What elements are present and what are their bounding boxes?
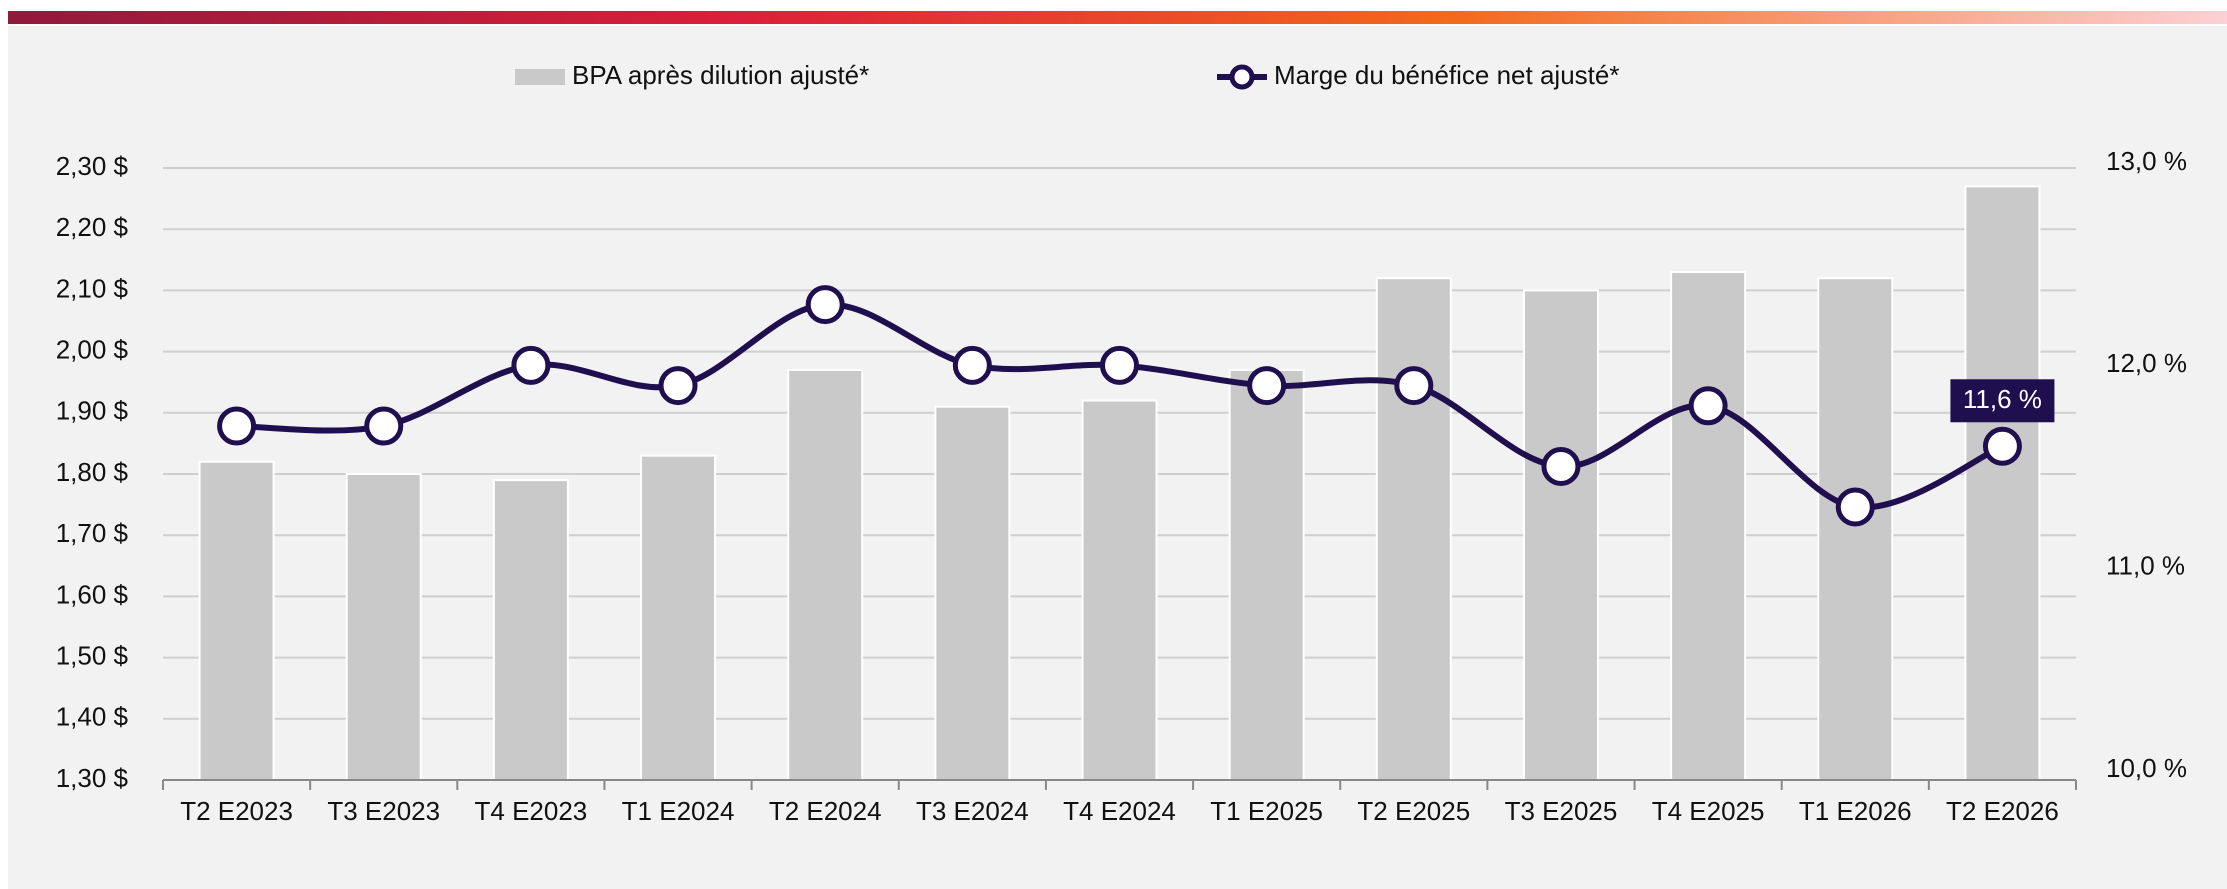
data-label-box [1950,379,2055,423]
x-tick-label: T1 E2026 [1799,796,1912,826]
x-tick-label: T3 E2023 [327,796,440,826]
y-tick-label: 1,80 $ [56,457,129,487]
y-tick-label: 2,00 $ [56,334,129,364]
line-marker [1100,345,1139,385]
bar [934,405,1011,781]
y-tick-label: 1,50 $ [56,640,129,670]
top-bar [8,11,2227,24]
line-marker [217,406,257,446]
y2-tick-label: 10,0 % [2106,753,2187,783]
bar [1522,289,1599,781]
line-marker [1541,447,1581,486]
x-tick-label: T4 E2023 [475,796,588,826]
legend-swatch [515,69,565,85]
line-marker [1982,426,2022,466]
x-tick-label: T4 E2025 [1652,796,1765,826]
legend-swatch [1229,64,1255,90]
data-label: 11,6 % [1963,384,2042,414]
line-marker [1835,487,1875,527]
bar [1375,277,1452,781]
legend-label: Marge du bénéfice net ajusté* [1274,60,1619,90]
line-marker [658,366,698,406]
y2-tick-label: 12,0 % [2106,348,2187,378]
bar [345,473,422,781]
bar [1228,368,1305,781]
y2-tick-label: 13,0 % [2106,146,2187,176]
x-tick-label: T2 E2025 [1357,796,1470,826]
x-tick-label: T3 E2024 [916,796,1029,826]
x-tick-label: T2 E2023 [180,796,293,826]
bar [1964,185,2041,782]
y-tick-label: 2,20 $ [56,212,129,242]
bar [198,460,275,781]
line-marker [952,345,992,385]
y-tick-label: 1,60 $ [56,579,129,609]
bar [1081,399,1158,781]
line-marker [1394,366,1434,406]
line-marker [1688,386,1728,426]
y-tick-label: 1,40 $ [56,702,129,732]
bar [640,454,717,781]
x-tick-label: T1 E2024 [622,796,735,826]
y-tick-label: 2,30 $ [56,151,129,181]
line-marker [1247,366,1287,406]
y2-tick-label: 11,0 % [2106,551,2185,581]
bar [1670,271,1747,781]
legend-label: BPA après dilution ajusté* [572,60,869,90]
x-tick-label: T2 E2024 [769,796,882,826]
line-marker [511,345,551,385]
line-marker [364,406,404,446]
x-tick-label: T3 E2025 [1505,796,1618,826]
x-tick-label: T4 E2024 [1063,796,1176,826]
x-tick-label: T2 E2026 [1946,796,2059,826]
bar [787,368,864,781]
x-tick-label: T1 E2025 [1210,796,1323,826]
y-tick-label: 1,30 $ [56,763,129,793]
y-tick-label: 2,10 $ [56,273,129,303]
y-tick-label: 1,70 $ [56,518,129,548]
bar [492,479,569,781]
line-marker [805,285,845,325]
y-tick-label: 1,90 $ [56,396,129,426]
bar [1817,277,1894,781]
